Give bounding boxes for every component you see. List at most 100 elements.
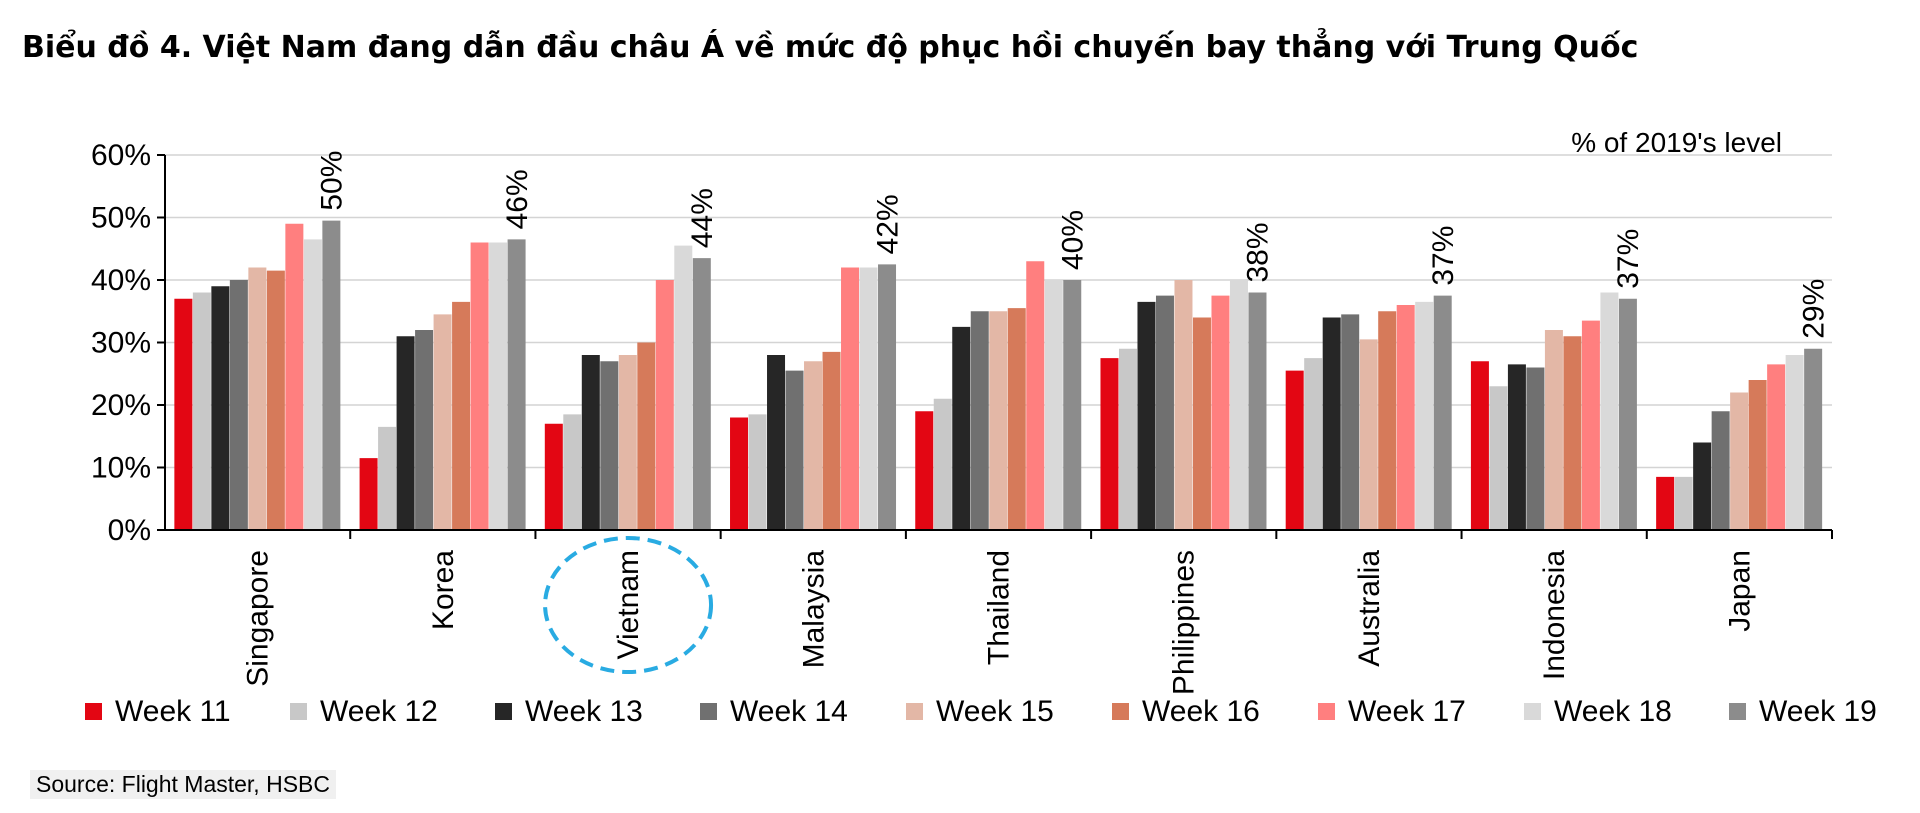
bar-thailand-week-11 [915,411,934,530]
legend-label: Week 14 [730,695,848,728]
y-tick-label: 10% [91,452,151,485]
data-label: 44% [686,188,719,248]
data-label: 50% [316,151,349,211]
legend-swatch [1318,703,1335,720]
bar-philippines-week-16 [1192,317,1211,530]
legend-label: Week 12 [320,695,438,728]
bar-vietnam-week-11 [544,423,563,530]
bar-philippines-week-12 [1118,348,1137,530]
bar-korea-week-14 [415,330,434,530]
y-tick-label: 60% [91,139,151,172]
bar-philippines-week-13 [1137,301,1156,530]
x-tick-label: Singapore [242,550,275,687]
legend-swatch [1524,703,1541,720]
page-title: Biểu đồ 4. Việt Nam đang dẫn đầu châu Á … [22,30,1639,65]
legend-swatch [700,703,717,720]
bar-philippines-week-17 [1211,295,1230,530]
bar-australia-week-19 [1433,295,1452,530]
bar-singapore-week-17 [285,223,304,530]
bar-singapore-week-13 [211,286,230,530]
data-labels: 50% 46% 44% 42% 40% 38% 37% 37% 29% [316,151,1831,339]
bar-singapore-week-18 [303,239,322,530]
bar-indonesia-week-12 [1489,386,1508,530]
bar-vietnam-week-15 [618,355,637,530]
bar-indonesia-week-13 [1507,364,1526,530]
bar-japan-week-11 [1656,476,1675,530]
bar-malaysia-week-16 [822,351,841,530]
bar-malaysia-week-13 [767,355,786,530]
bar-malaysia-week-11 [730,417,749,530]
legend-swatch [290,703,307,720]
bar-korea-week-15 [433,314,452,530]
bar-japan-week-14 [1711,411,1730,530]
bar-malaysia-week-19 [878,264,897,530]
bar-singapore-week-16 [266,270,285,530]
bar-singapore-week-19 [322,220,341,530]
bar-australia-week-11 [1285,370,1304,530]
unit-label: % of 2019's level [1571,127,1782,158]
bar-korea-week-12 [378,426,397,530]
legend: Week 11 Week 12 Week 13 Week 14 Week 15 Week … [85,695,1877,728]
bar-philippines-week-19 [1248,292,1267,530]
bar-korea-week-16 [452,301,471,530]
bar-singapore-week-12 [192,292,211,530]
legend-label: Week 13 [525,695,643,728]
x-tick-label: Vietnam [612,550,645,660]
bar-vietnam-week-16 [637,342,656,530]
bar-malaysia-week-12 [748,414,767,530]
x-tick-label: Philippines [1168,550,1201,695]
legend-swatch [1112,703,1129,720]
bar-japan-week-13 [1693,442,1712,530]
bar-thailand-week-19 [1063,280,1082,530]
x-tick-label: Malaysia [797,550,830,669]
legend-item-week-19: Week 19 [1729,695,1877,728]
bar-korea-week-19 [507,239,526,530]
bar-vietnam-week-18 [674,245,693,530]
y-tick-label: 0% [108,514,151,547]
bar-indonesia-week-16 [1563,336,1582,530]
legend-item-week-14: Week 14 [700,695,848,728]
bar-malaysia-week-14 [785,370,804,530]
bar-australia-week-16 [1378,311,1397,530]
bars [174,220,1823,530]
bar-australia-week-14 [1341,314,1360,530]
y-tick-label: 30% [91,327,151,360]
legend-label: Week 11 [115,695,231,728]
bar-philippines-week-11 [1100,358,1119,530]
bar-thailand-week-12 [933,398,952,530]
bar-korea-week-18 [489,242,508,530]
legend-label: Week 17 [1348,695,1466,728]
legend-item-week-15: Week 15 [906,695,1054,728]
legend-swatch [495,703,512,720]
bar-thailand-week-15 [989,311,1008,530]
legend-label: Week 15 [936,695,1054,728]
legend-item-week-18: Week 18 [1524,695,1672,728]
data-label: 29% [1797,279,1830,339]
legend-swatch [85,703,102,720]
bar-malaysia-week-17 [841,267,860,530]
bar-japan-week-18 [1785,355,1804,530]
bar-korea-week-11 [359,458,378,530]
bar-vietnam-week-12 [563,414,582,530]
bar-philippines-week-18 [1229,280,1248,530]
bar-thailand-week-16 [1007,308,1026,530]
legend-label: Week 19 [1759,695,1877,728]
x-tick-label: Indonesia [1538,550,1571,680]
bar-australia-week-17 [1396,305,1415,530]
legend-item-week-17: Week 17 [1318,695,1466,728]
data-label: 38% [1242,222,1275,282]
legend-swatch [1729,703,1746,720]
bar-singapore-week-15 [248,267,267,530]
x-tick-label: Thailand [983,550,1016,665]
bar-vietnam-week-13 [581,355,600,530]
bar-vietnam-week-17 [655,280,674,530]
data-label: 46% [501,169,534,229]
bar-singapore-week-11 [174,298,193,530]
legend-label: Week 18 [1554,695,1672,728]
bar-australia-week-13 [1322,317,1341,530]
y-axis: 0% 10% 20% 30% 40% 50% 60% [91,139,166,547]
bar-vietnam-week-19 [692,258,711,530]
bar-japan-week-15 [1730,392,1749,530]
bar-philippines-week-15 [1174,280,1193,530]
y-tick-label: 40% [91,264,151,297]
